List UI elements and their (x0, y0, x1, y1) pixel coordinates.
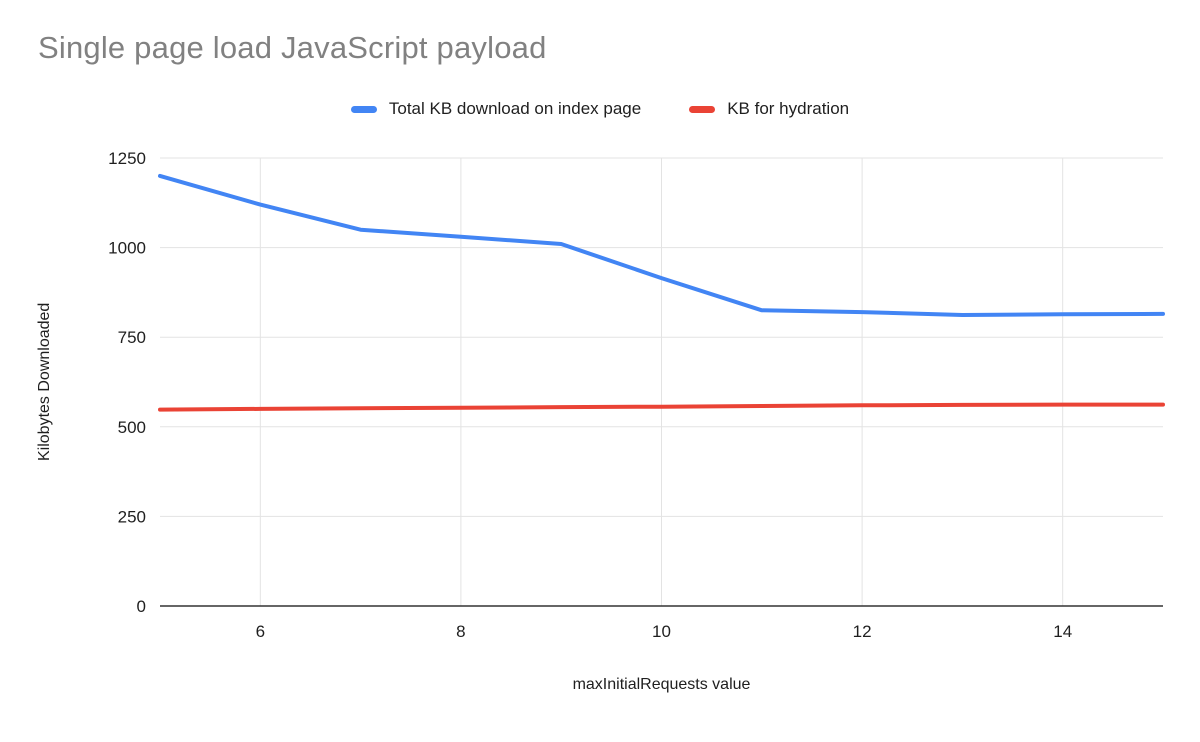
x-tick-label-10: 10 (652, 622, 671, 641)
x-tick-label-12: 12 (853, 622, 872, 641)
y-tick-label-250: 250 (118, 507, 146, 526)
plot-area: 0 250 500 750 1000 1250 6 8 10 12 14 (108, 149, 1165, 641)
chart-title: Single page load JavaScript payload (38, 30, 547, 65)
legend: Total KB download on index page KB for h… (0, 99, 1200, 119)
legend-item-hydration[interactable]: KB for hydration (689, 99, 849, 119)
x-axis-title: maxInitialRequests value (572, 676, 751, 693)
y-tick-label-0: 0 (137, 597, 146, 616)
legend-item-total-kb[interactable]: Total KB download on index page (350, 99, 642, 119)
legend-label-total-kb: Total KB download on index page (388, 99, 642, 118)
x-tick-label-6: 6 (256, 622, 265, 641)
legend-swatch-hydration (689, 105, 716, 113)
legend-swatch-total-kb (350, 105, 377, 113)
x-tick-label-8: 8 (456, 622, 465, 641)
y-tick-label-1250: 1250 (108, 149, 146, 168)
legend-label-hydration: KB for hydration (727, 99, 850, 118)
x-tick-label-14: 14 (1053, 622, 1072, 641)
y-tick-label-500: 500 (118, 418, 146, 437)
y-tick-label-750: 750 (118, 328, 146, 347)
y-tick-label-1000: 1000 (108, 239, 146, 258)
series-line-hydration[interactable] (158, 402, 1165, 412)
series-line-total-kb[interactable] (158, 173, 1165, 317)
